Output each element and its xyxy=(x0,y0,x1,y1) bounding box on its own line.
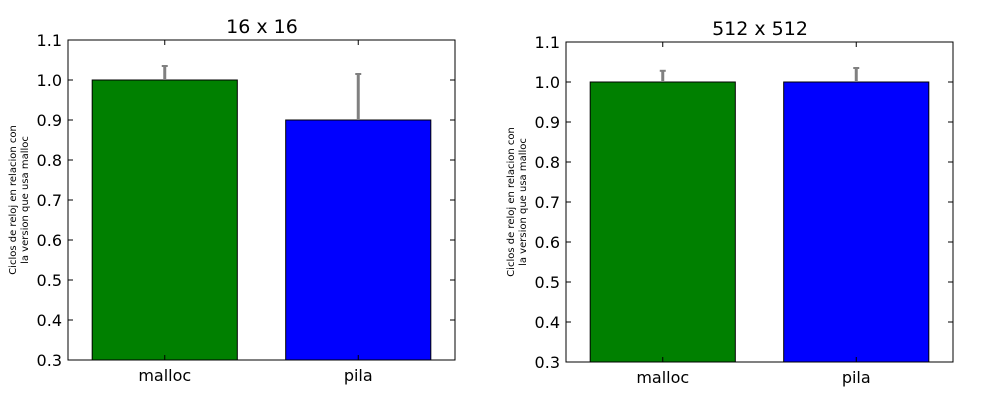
chart-title: 512 x 512 xyxy=(712,18,808,40)
y-axis-label-line1: Ciclos de reloj en relacion con xyxy=(506,127,517,277)
bar-malloc xyxy=(589,81,736,363)
x-tick-label: malloc xyxy=(636,368,689,387)
y-tick-label: 1.1 xyxy=(37,31,62,50)
y-axis-label-line2: la version que usa malloc xyxy=(20,136,31,264)
x-tick-label: pila xyxy=(842,368,871,387)
y-tick-label: 0.7 xyxy=(37,191,62,210)
y-tick-label: 0.4 xyxy=(37,311,62,330)
y-tick-label: 0.9 xyxy=(37,111,62,130)
y-axis-label-line2: la version que usa malloc xyxy=(518,138,529,266)
y-tick-label: 0.9 xyxy=(535,113,560,132)
bar-pila xyxy=(285,119,432,361)
y-tick-label: 1.1 xyxy=(535,33,560,52)
y-tick-label: 0.6 xyxy=(535,233,560,252)
y-tick-label: 0.8 xyxy=(37,151,62,170)
plot-area: 0.3 0.4 0.5 0.6 0.7 0.8 0.9 1.0 1.1 malloc pila xyxy=(37,31,456,385)
y-tick-label: 0.8 xyxy=(535,153,560,172)
y-tick-label: 0.6 xyxy=(37,231,62,250)
y-tick-label: 1.0 xyxy=(535,73,560,92)
chart-512x512: 512 x 512 Ciclos de reloj en relacion co… xyxy=(506,18,954,387)
bar-malloc xyxy=(91,79,238,361)
y-tick-label: 1.0 xyxy=(37,71,62,90)
bar-pila xyxy=(783,81,930,363)
y-tick-label: 0.3 xyxy=(535,353,560,372)
chart-title: 16 x 16 xyxy=(226,16,298,38)
y-tick-label: 0.5 xyxy=(37,271,62,290)
x-tick-label: malloc xyxy=(138,366,191,385)
plot-area: 0.3 0.4 0.5 0.6 0.7 0.8 0.9 1.0 1.1 malloc pila xyxy=(535,33,954,387)
y-tick-label: 0.3 xyxy=(37,351,62,370)
chart-16x16: 16 x 16 Ciclos de reloj en relacion con … xyxy=(8,16,456,385)
y-tick-label: 0.4 xyxy=(535,313,560,332)
y-axis-label-line1: Ciclos de reloj en relacion con xyxy=(8,125,19,275)
y-tick-label: 0.5 xyxy=(535,273,560,292)
x-tick-label: pila xyxy=(344,366,373,385)
y-tick-label: 0.7 xyxy=(535,193,560,212)
